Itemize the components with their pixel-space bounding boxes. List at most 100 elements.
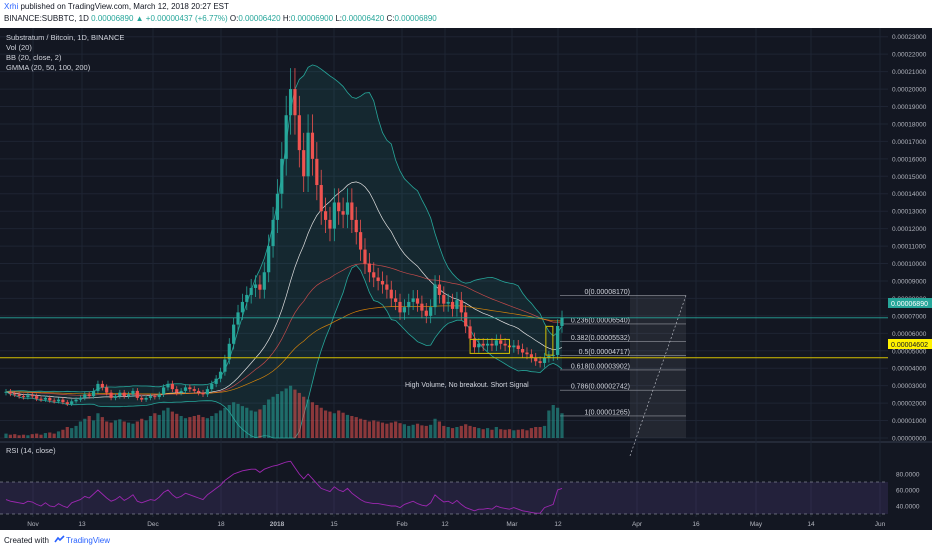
volume-bar	[284, 388, 288, 438]
candle-body	[297, 115, 301, 151]
volume-bar	[245, 407, 249, 438]
candle-body	[437, 284, 442, 295]
last-price: 0.00006890	[91, 14, 134, 23]
candle-body	[240, 301, 245, 313]
volume-bar	[188, 417, 192, 438]
bb-basis	[5, 181, 563, 399]
candle-body	[542, 357, 547, 363]
volume-bar	[420, 425, 424, 438]
created-with-label: Created with	[4, 536, 49, 545]
price-tick-label: 0.00014000	[892, 191, 927, 198]
volume-bar	[385, 423, 389, 438]
volume-bar	[516, 429, 520, 438]
gmma-line	[6, 263, 563, 396]
candle-body	[503, 343, 507, 346]
volume-bar	[183, 418, 188, 438]
candle-body	[477, 343, 481, 348]
price-tick-label: 0.00016000	[892, 156, 927, 163]
author-link[interactable]: Xrhi	[4, 2, 19, 11]
candle-body	[319, 185, 323, 212]
volume-bar	[490, 429, 494, 438]
volume-bar	[310, 402, 315, 438]
candle-body	[201, 392, 205, 395]
candle-body	[175, 389, 179, 393]
volume-bar	[48, 432, 52, 438]
fib-level-label: 1(0.00001265)	[584, 409, 630, 416]
volume-bar	[87, 416, 91, 438]
volume-bar	[275, 394, 280, 438]
tradingview-brand-link[interactable]: TradingView	[66, 536, 111, 545]
price-tick-label: 0.00003000	[892, 383, 927, 390]
volume-bar	[43, 433, 48, 438]
candle-body	[411, 298, 415, 302]
volume-bar	[468, 425, 472, 438]
candle-body	[126, 394, 131, 397]
horizontal-lines[interactable]	[0, 317, 888, 359]
price-tick-label: 0.00009000	[892, 278, 927, 285]
price-tick-label: 0.00006000	[892, 331, 927, 338]
price-chart[interactable]: 0(0.00008170) 0.236(0.00006540) 0.382(0.00…	[0, 28, 932, 530]
volume-bar	[153, 413, 157, 438]
volume-bar	[223, 407, 227, 438]
current-price-badge	[888, 298, 932, 308]
close-label: C:	[386, 14, 395, 23]
volume-bar	[529, 428, 533, 438]
candle-body	[74, 399, 78, 402]
candle-body	[183, 387, 188, 391]
fib-level-label: 0.786(0.00002742)	[571, 384, 630, 391]
volume-bar	[240, 406, 245, 438]
volume-bar	[91, 420, 96, 438]
volume-bar	[398, 423, 402, 438]
volume-bar	[433, 418, 437, 438]
volume-bar	[17, 435, 21, 438]
volume-bar	[179, 416, 183, 438]
price-scale[interactable]	[888, 28, 932, 530]
volume-bar	[249, 410, 253, 438]
candle-body	[122, 392, 126, 397]
candle-body	[446, 301, 450, 304]
volume-bar	[302, 396, 306, 438]
chart-header: Xrhi published on TradingView.com, March…	[0, 0, 932, 28]
high-value: 0.00006900	[290, 14, 334, 23]
candle-body	[131, 390, 135, 395]
chart-annotation[interactable]: High Volume, No breakout. Short Signal	[405, 382, 529, 389]
volume-bar	[192, 416, 196, 438]
price-tick-label: 0.00010000	[892, 261, 927, 268]
candle-body	[262, 272, 266, 290]
symbol-label: BINANCE:SUBBTC, 1D	[4, 14, 89, 23]
time-tick-label: 12	[441, 521, 449, 528]
volume-bar	[323, 410, 328, 438]
candle-body	[288, 89, 293, 116]
volume-bar	[8, 434, 12, 438]
volume-bar	[481, 429, 485, 438]
candle-body	[284, 115, 288, 159]
candle-body	[306, 132, 310, 177]
candle-body	[197, 390, 201, 393]
time-tick-label: 18	[217, 521, 225, 528]
volume-bar	[162, 410, 166, 438]
volume-bar	[267, 399, 271, 438]
candle-body	[17, 394, 21, 397]
volume-bar	[402, 424, 406, 438]
candle-body	[481, 343, 485, 346]
candle-body	[249, 287, 253, 295]
candle-body	[499, 340, 503, 344]
volume-bar	[232, 402, 236, 438]
volume-bars	[4, 385, 564, 438]
candle-body	[43, 397, 48, 400]
fib-retracement[interactable]: 0(0.00008170) 0.236(0.00006540) 0.382(0.00…	[560, 289, 687, 457]
volume-bar	[13, 434, 17, 438]
time-scale[interactable]	[0, 517, 888, 530]
volume-bar	[197, 414, 201, 438]
legend-title: Substratum / Bitcoin, 1D, BINANCE	[6, 33, 124, 42]
candle-body	[315, 158, 319, 186]
candle-body	[560, 317, 564, 326]
candle-body	[258, 284, 262, 290]
volume-bar	[328, 411, 332, 438]
time-tick-label: 15	[330, 521, 338, 528]
fib-level-label: 0.236(0.00006540)	[571, 317, 630, 324]
candle-body	[52, 400, 56, 402]
candle-body	[332, 202, 336, 229]
candles	[4, 68, 564, 407]
candle-body	[372, 272, 376, 278]
